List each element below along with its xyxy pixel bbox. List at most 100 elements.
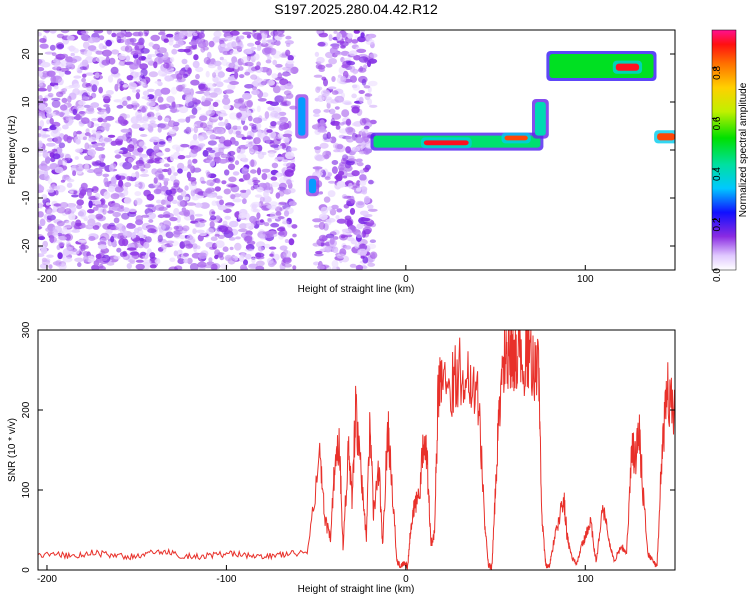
heatmap-noise-cell [128, 259, 135, 263]
heatmap-noise-cell [210, 215, 217, 221]
heatmap-noise-cell [256, 105, 261, 113]
heatmap-noise-cell [139, 117, 149, 124]
heatmap-noise-cell [141, 56, 146, 61]
heatmap-noise-cell [205, 188, 213, 194]
heatmap-noise-cell [238, 228, 248, 233]
heatmap-noise-cell [73, 83, 80, 89]
heatmap-noise-cell [209, 221, 215, 228]
heatmap-noise-cell [173, 250, 178, 257]
heatmap-noise-cell [250, 74, 258, 80]
heatmap-noise-cell [226, 183, 237, 188]
heatmap-noise-cell [368, 179, 374, 185]
heatmap-noise-cell [238, 35, 245, 40]
heatmap-noise-cell [95, 213, 104, 220]
y-tick-label: 0 [21, 567, 32, 573]
heatmap-noise-cell [113, 217, 120, 224]
heatmap-noise-cell [252, 117, 263, 124]
heatmap-feature [298, 97, 306, 136]
heatmap-noise-cell [74, 135, 81, 144]
heatmap-noise-cell [147, 228, 157, 233]
heatmap-noise-cell [95, 50, 104, 55]
heatmap-noise-cell [186, 202, 197, 206]
heatmap-noise-cell [208, 149, 216, 153]
heatmap-noise-cell [79, 244, 89, 250]
heatmap-noise-cell [286, 60, 295, 65]
heatmap-noise-cell [265, 138, 271, 144]
heatmap-noise-cell [208, 257, 213, 263]
heatmap-noise-cell [51, 52, 57, 57]
y-tick-label: 200 [21, 401, 32, 418]
heatmap-noise-cell [331, 204, 339, 210]
heatmap-noise-cell [322, 133, 329, 140]
heatmap-noise-cell [244, 61, 254, 67]
heatmap-noise-cell [105, 115, 115, 121]
y-tick-label: -10 [21, 190, 32, 205]
heatmap-noise-cell [45, 202, 51, 206]
heatmap-noise-cell [242, 31, 253, 35]
heatmap-noise-cell [150, 158, 158, 163]
heatmap-noise-cell [277, 186, 286, 191]
y-tick-label: 0 [21, 147, 32, 153]
heatmap-noise-cell [292, 265, 297, 270]
heatmap-noise-cell [268, 151, 275, 158]
heatmap-noise-cell [264, 111, 270, 119]
heatmap-noise-cell [195, 91, 205, 94]
heatmap-noise-cell [111, 32, 117, 38]
heatmap-noise-cell [257, 82, 265, 87]
heatmap-noise-cell [338, 170, 345, 176]
heatmap-noise-cell [135, 259, 144, 263]
heatmap-noise-cell [313, 224, 320, 228]
heatmap-noise-cell [248, 263, 258, 269]
heatmap-noise-cell [218, 147, 224, 154]
heatmap-noise-cell [356, 162, 364, 167]
heatmap-noise-cell [338, 164, 345, 171]
heatmap-noise-cell [173, 225, 179, 230]
chart-title: S197.2025.280.04.42.R12 [274, 1, 438, 17]
heatmap-noise-cell [227, 50, 233, 55]
heatmap-noise-cell [100, 232, 110, 241]
heatmap-noise-cell [334, 51, 344, 56]
heatmap-noise-cell [272, 59, 278, 66]
heatmap-noise-cell [68, 213, 76, 221]
heatmap-noise-cell [97, 117, 104, 123]
heatmap-noise-cell [180, 143, 190, 148]
heatmap-noise-cell [46, 188, 55, 193]
heatmap-noise-cell [97, 207, 103, 214]
heatmap-noise-cell [203, 57, 211, 65]
heatmap-noise-cell [328, 34, 333, 42]
heatmap-noise-cell [227, 163, 236, 171]
heatmap-noise-cell [223, 139, 232, 147]
heatmap-noise-cell [336, 40, 345, 44]
snr-frame [37, 329, 676, 571]
heatmap-noise-cell [246, 48, 255, 54]
heatmap-noise-cell [356, 223, 364, 230]
heatmap-noise-cell [73, 190, 78, 195]
heatmap-noise-cell [345, 118, 352, 126]
heatmap-noise-cell [268, 230, 278, 235]
heatmap-noise-cell [119, 182, 124, 189]
heatmap-noise-cell [98, 161, 106, 170]
heatmap-noise-cell [290, 66, 299, 75]
heatmap-noise-cell [240, 56, 250, 64]
heatmap-noise-cell [125, 55, 131, 62]
heatmap-noise-cell [42, 151, 49, 159]
heatmap-noise-cell [182, 87, 192, 94]
heatmap-noise-cell [134, 171, 140, 179]
heatmap-noise-cell [124, 45, 133, 53]
heatmap-noise-cell [264, 47, 273, 54]
heatmap-noise-cell [145, 204, 155, 208]
heatmap-noise-cell [257, 129, 262, 138]
heatmap-noise-cell [132, 71, 139, 77]
heatmap-feature [657, 133, 675, 141]
heatmap-noise-cell [199, 32, 205, 39]
heatmap-noise-cell [327, 190, 336, 198]
heatmap-noise-cell [122, 100, 128, 107]
snr-x-label: Height of straight line (km) [298, 584, 415, 595]
heatmap-noise-cell [113, 74, 120, 79]
heatmap-noise-cell [245, 189, 251, 196]
heatmap-noise-cell [246, 136, 254, 140]
x-tick-label: 0 [403, 274, 409, 285]
y-tick-label: 300 [21, 321, 32, 338]
heatmap-noise-cell [137, 226, 143, 231]
heatmap-noise-cell [104, 181, 110, 188]
